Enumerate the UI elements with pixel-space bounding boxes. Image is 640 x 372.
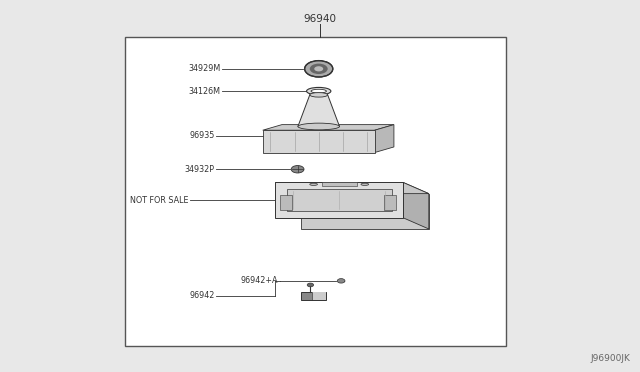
Circle shape: [291, 166, 304, 173]
Text: 96935: 96935: [189, 131, 214, 140]
Text: 34929M: 34929M: [189, 64, 221, 73]
Bar: [312, 292, 326, 300]
Text: 34126M: 34126M: [189, 87, 221, 96]
Bar: [301, 194, 429, 229]
Polygon shape: [298, 95, 339, 126]
Circle shape: [307, 283, 314, 287]
Bar: [262, 130, 374, 153]
Circle shape: [305, 61, 333, 77]
Bar: [280, 196, 292, 211]
Polygon shape: [403, 182, 429, 229]
Bar: [287, 189, 392, 211]
Bar: [322, 182, 357, 186]
Bar: [275, 182, 403, 218]
Ellipse shape: [310, 93, 328, 97]
Circle shape: [310, 64, 328, 74]
Ellipse shape: [307, 87, 331, 95]
Ellipse shape: [298, 123, 340, 130]
Circle shape: [314, 66, 323, 71]
Ellipse shape: [311, 89, 326, 93]
Bar: [125, 37, 506, 346]
Polygon shape: [275, 182, 429, 193]
Bar: [384, 196, 396, 211]
Circle shape: [337, 279, 345, 283]
Text: 96942: 96942: [189, 291, 214, 300]
Polygon shape: [262, 125, 394, 130]
Ellipse shape: [361, 183, 369, 185]
Text: 34932P: 34932P: [184, 165, 214, 174]
Bar: [301, 292, 326, 300]
Text: 96940: 96940: [303, 14, 337, 24]
Text: J96900JK: J96900JK: [591, 354, 630, 363]
Polygon shape: [374, 125, 394, 153]
Ellipse shape: [310, 183, 317, 185]
Text: 96942+A: 96942+A: [241, 276, 278, 285]
Text: NOT FOR SALE: NOT FOR SALE: [131, 196, 189, 205]
